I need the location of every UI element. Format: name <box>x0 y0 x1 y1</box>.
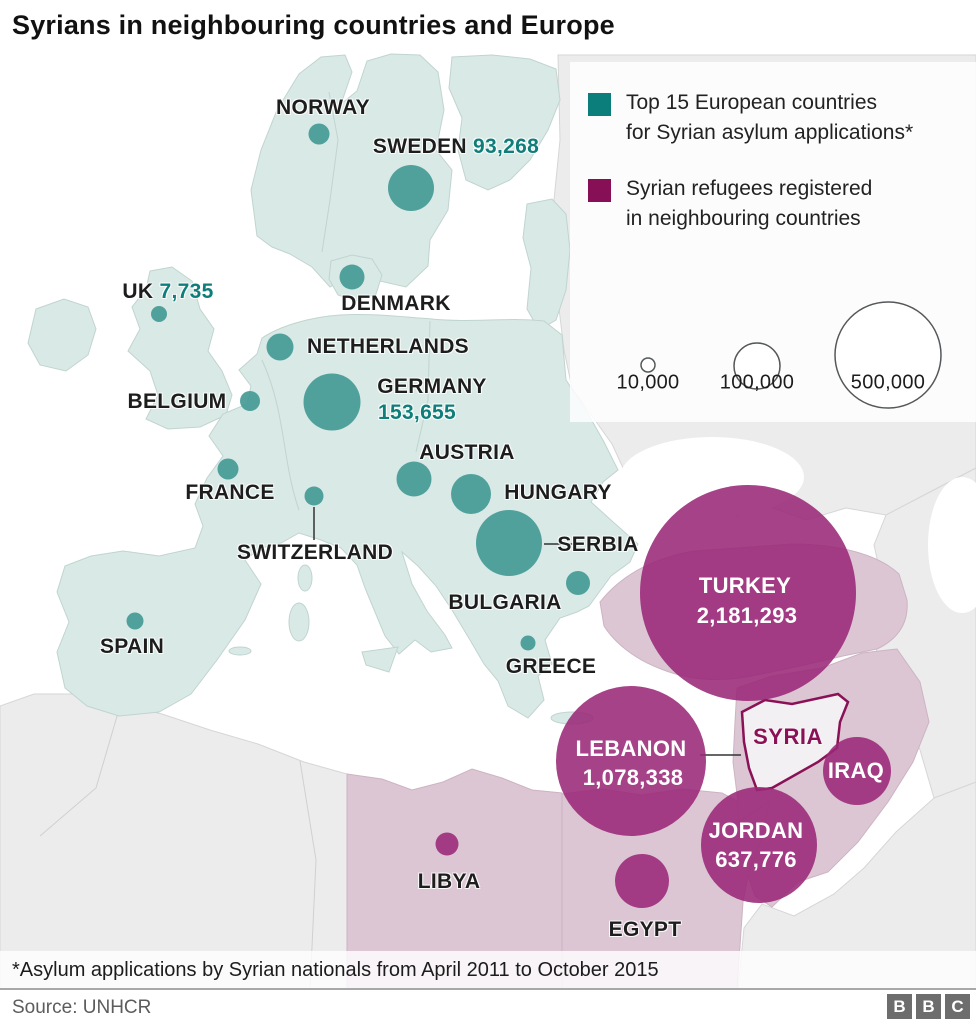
bbc-logo-letter: C <box>945 994 970 1019</box>
austria-circle <box>396 461 432 497</box>
sweden-name: SWEDEN <box>372 135 467 158</box>
turkey-circle <box>640 485 856 701</box>
libya-circle <box>435 832 459 856</box>
netherlands-circle <box>266 333 294 361</box>
footer-divider <box>0 988 976 990</box>
bulgaria-circle <box>566 571 590 595</box>
map-africa-borders <box>39 705 317 991</box>
iraq-circle <box>823 737 891 805</box>
source-bar: Source: UNHCR B B C <box>0 990 976 1024</box>
belgium-label: BELGIUM <box>127 390 227 413</box>
lebanon-value: 1,078,338 <box>582 765 684 790</box>
turkey-label: TURKEY <box>698 573 792 598</box>
france-circle <box>217 458 239 480</box>
size-circle-large <box>834 301 942 409</box>
switzerland-label: SWITZERLAND <box>236 541 394 564</box>
size-circle-medium <box>733 342 781 390</box>
bbc-logo-letter: B <box>916 994 941 1019</box>
lebanon-circle <box>556 686 706 836</box>
norway-label: NORWAY <box>276 96 370 119</box>
uk-value: 7,735 <box>159 280 214 303</box>
uk-name: UK <box>122 280 154 303</box>
switzerland-circle <box>304 486 324 506</box>
spain-circle <box>126 612 144 630</box>
serbia-label: SERBIA <box>557 533 639 556</box>
syria-label: SYRIA <box>753 724 823 749</box>
map-sardinia <box>288 602 310 642</box>
egypt-label: EGYPT <box>608 918 682 941</box>
austria-label: AUSTRIA <box>419 441 515 464</box>
page-title: Syrians in neighbouring countries and Eu… <box>12 10 615 40</box>
lebanon-label: LEBANON <box>575 736 687 761</box>
libya-label: LIBYA <box>417 870 481 893</box>
map-balearics <box>228 646 252 656</box>
size-label-small: 10,000 <box>616 371 680 394</box>
iraq-label: IRAQ <box>827 758 885 783</box>
legend-refugee-text: Syrian refugees registered in neighbouri… <box>626 174 872 234</box>
map-europe-borders <box>261 91 431 511</box>
spain-label: SPAIN <box>99 635 165 658</box>
legend-panel: Top 15 European countries for Syrian asy… <box>570 62 976 422</box>
source-text: Source: UNHCR <box>12 997 152 1018</box>
denmark-label: DENMARK <box>341 292 451 315</box>
map-arabia <box>737 781 976 991</box>
legend-item-asylum: Top 15 European countries for Syrian asy… <box>588 88 976 148</box>
caspian-sea <box>928 477 976 613</box>
jordan-circle <box>701 787 817 903</box>
size-label-medium: 100,000 <box>719 371 795 394</box>
footnote-band: *Asylum applications by Syrian nationals… <box>0 951 976 988</box>
netherlands-label: NETHERLANDS <box>307 335 469 358</box>
germany-circle <box>303 373 361 431</box>
size-legend <box>640 301 942 409</box>
sweden-value: 93,268 <box>473 135 540 158</box>
sweden-circle <box>388 165 434 211</box>
legend-refugee-line1: Syrian refugees registered <box>626 177 873 200</box>
legend-item-refugees: Syrian refugees registered in neighbouri… <box>588 174 976 234</box>
sweden-label: SWEDEN 93,268 <box>373 135 539 159</box>
map-baltics <box>522 198 571 331</box>
size-circle-small <box>640 357 656 373</box>
uk-label: UK 7,735 <box>122 280 213 304</box>
serbia-circle <box>476 510 542 576</box>
norway-circle <box>308 123 330 145</box>
hungary-circle <box>451 474 491 514</box>
denmark-circle <box>339 264 365 290</box>
jordan-label: JORDAN <box>708 818 804 843</box>
bbc-logo-letter: B <box>887 994 912 1019</box>
greece-label: GREECE <box>505 655 597 678</box>
map-sicily <box>361 646 399 673</box>
asylum-swatch-icon <box>588 93 611 116</box>
map-finland <box>448 54 561 191</box>
size-label-large: 500,000 <box>850 371 926 394</box>
jordan-value: 637,776 <box>715 847 797 872</box>
france-label: FRANCE <box>185 481 275 504</box>
legend-asylum-line1: Top 15 European countries <box>626 91 878 114</box>
egypt-circle <box>615 854 669 908</box>
hungary-label: HUNGARY <box>504 481 612 504</box>
map-uk <box>127 266 233 430</box>
map-mainland-europe <box>56 313 639 719</box>
legend-asylum-text: Top 15 European countries for Syrian asy… <box>626 88 913 148</box>
uk-circle <box>151 306 167 322</box>
bbc-logo: B B C <box>887 994 970 1019</box>
germany-value: 153,655 <box>377 401 457 424</box>
map-ireland <box>27 298 97 372</box>
turkey-value: 2,181,293 <box>696 603 798 628</box>
germany-label: GERMANY <box>377 375 487 398</box>
legend-refugee-line2: in neighbouring countries <box>626 207 861 230</box>
legend-asylum-line2: for Syrian asylum applications* <box>626 121 914 144</box>
greece-circle <box>520 635 536 651</box>
belgium-circle <box>240 391 260 411</box>
refugee-swatch-icon <box>588 179 611 202</box>
bulgaria-label: BULGARIA <box>448 591 562 614</box>
footnote-text: *Asylum applications by Syrian nationals… <box>12 959 659 981</box>
map-corsica <box>297 564 313 592</box>
